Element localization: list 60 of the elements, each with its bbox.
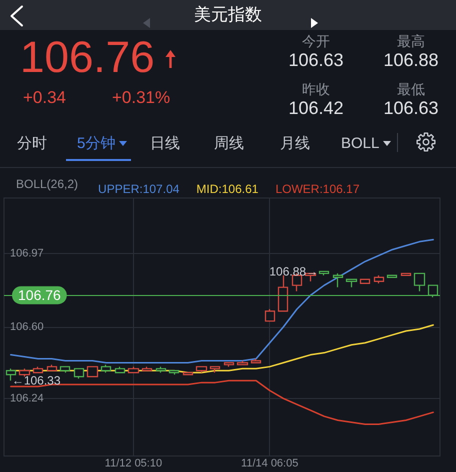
y-tick-label: 106.60: [10, 321, 44, 333]
text: 今开: [301, 32, 331, 50]
legend-title: BOLL(26,2): [16, 177, 78, 191]
candlestick: [114, 366, 126, 374]
text: +0.34: [23, 87, 66, 109]
text: 最低: [396, 80, 426, 98]
candlestick: [182, 372, 194, 376]
candlestick: [400, 272, 412, 276]
x-tick-label: 11/12 05:10: [104, 458, 162, 470]
text: 昨收: [301, 80, 331, 98]
line-series: [10, 238, 434, 364]
candlestick: [278, 274, 288, 312]
text: 106.42: [287, 97, 345, 119]
chart-title: 美元指数: [193, 4, 263, 26]
candlestick: [6, 368, 16, 382]
candlestick: [374, 274, 384, 284]
text: 月线: [280, 134, 310, 152]
y-tick-label: 106.24: [10, 392, 44, 404]
candlestick: [46, 364, 58, 372]
text: 分时: [17, 134, 47, 152]
candlestick: [18, 368, 30, 378]
text: 106.63: [382, 97, 440, 119]
text: 106.88: [382, 49, 440, 71]
candlestick: [168, 370, 180, 376]
candlestick: [346, 278, 358, 288]
x-tick-label: 11/14 06:05: [241, 458, 298, 470]
text: 106.63: [287, 49, 345, 71]
candlestick: [74, 368, 84, 380]
candlestick: [142, 366, 152, 372]
candlestick: [414, 272, 426, 292]
text: +0.31%: [112, 87, 170, 109]
candlestick: [264, 308, 276, 322]
y-tick-label: 106.97: [10, 248, 44, 260]
text: UPPER:107.04: [98, 182, 180, 196]
candlestick: [196, 366, 208, 374]
candlestick: [128, 366, 140, 374]
text: 5分钟: [77, 134, 116, 152]
candlestick: [32, 366, 44, 374]
text: BOLL: [341, 134, 380, 152]
candlestick: [60, 366, 70, 374]
candlestick: [86, 366, 98, 378]
text: LOWER:106.17: [275, 182, 360, 196]
candlestick: [250, 358, 262, 364]
candlestick: [318, 270, 330, 276]
text: MID:106.61: [196, 182, 259, 196]
candlestick: [224, 362, 234, 368]
candlestick: [156, 366, 166, 374]
candlestick: [332, 272, 344, 288]
candlestick: [100, 364, 112, 374]
text: 106.76: [20, 33, 155, 83]
ref-line-label: 106.76: [18, 287, 62, 304]
candlestick: [210, 366, 220, 374]
text: 最高: [396, 32, 426, 50]
text: 日线: [150, 134, 180, 152]
text: 周线: [214, 134, 244, 152]
candlestick: [386, 274, 398, 278]
candlestick: [236, 360, 248, 366]
candlestick: [360, 278, 370, 284]
annotation: 106.88→: [269, 264, 318, 278]
annotation: ←106.33: [12, 374, 61, 388]
